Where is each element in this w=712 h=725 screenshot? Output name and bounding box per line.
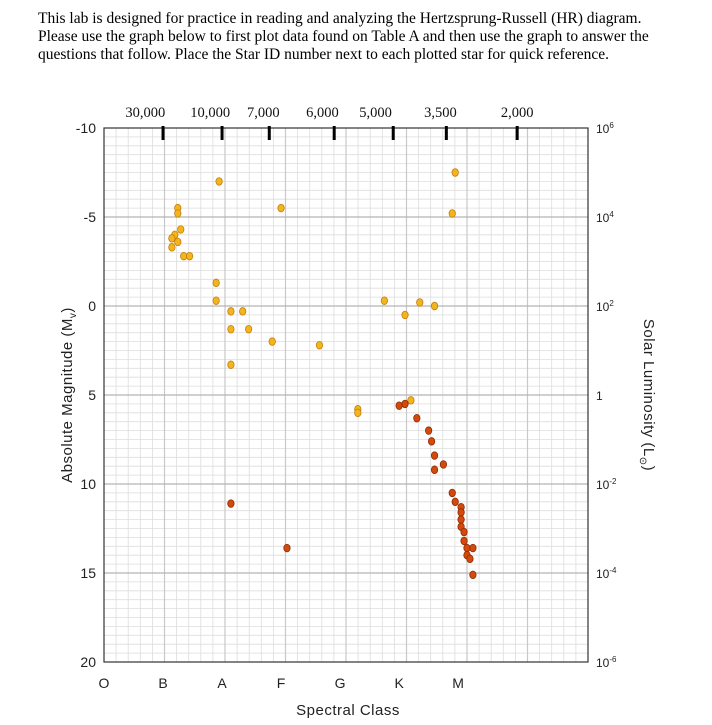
star-point-giant bbox=[185, 251, 194, 261]
chart-axes bbox=[103, 126, 589, 663]
spectral-class-label: K bbox=[394, 675, 404, 691]
star-point-giant bbox=[407, 396, 415, 405]
star-point-giant bbox=[239, 307, 247, 316]
star-point-main-sequence bbox=[448, 488, 456, 498]
star-point-giant bbox=[177, 225, 185, 234]
temperature-label: 3,500 bbox=[424, 105, 457, 121]
luminosity-label: 104 bbox=[596, 210, 614, 225]
spectral-class-label: F bbox=[277, 675, 286, 691]
star-point-main-sequence bbox=[425, 426, 433, 435]
star-point-main-sequence bbox=[395, 401, 403, 410]
star-point-main-sequence bbox=[413, 413, 421, 423]
star-point-giant bbox=[268, 337, 276, 346]
chart-points bbox=[168, 168, 477, 579]
luminosity-label: 106 bbox=[596, 121, 614, 136]
star-point-main-sequence bbox=[457, 508, 465, 517]
temperature-label: 30,000 bbox=[125, 105, 165, 121]
star-point-main-sequence bbox=[469, 570, 477, 579]
star-point-main-sequence bbox=[430, 465, 439, 474]
magnitude-tick-label: -10 bbox=[76, 120, 96, 136]
star-point-giant bbox=[180, 251, 188, 261]
star-point-main-sequence bbox=[227, 499, 235, 508]
star-point-giant bbox=[212, 296, 220, 305]
chart-labels: 30,000 10,000 7,000 6,000 5,000 3,500 2,000 -10… bbox=[59, 105, 657, 719]
star-point-giant bbox=[212, 278, 220, 288]
luminosity-label: 10-6 bbox=[596, 655, 617, 670]
star-point-giant bbox=[448, 209, 456, 218]
spectral-class-label: M bbox=[452, 675, 464, 691]
star-point-giant bbox=[215, 177, 223, 186]
magnitude-tick-label: 0 bbox=[88, 298, 96, 314]
star-point-main-sequence bbox=[463, 543, 471, 553]
y-axis-title-right: Solar Luminosity (L⊙) bbox=[637, 319, 657, 471]
temperature-label: 5,000 bbox=[359, 105, 392, 121]
chart-grid bbox=[104, 128, 588, 662]
star-point-giant bbox=[380, 296, 388, 305]
plot-frame bbox=[103, 127, 589, 663]
star-point-main-sequence bbox=[466, 554, 474, 563]
star-point-giant bbox=[227, 360, 235, 369]
star-point-giant bbox=[451, 168, 459, 177]
magnitude-tick-label: 5 bbox=[88, 387, 96, 403]
y-axis-title-left: Absolute Magnitude (Mv) bbox=[59, 307, 79, 483]
star-point-giant bbox=[354, 408, 362, 417]
magnitude-tick-label: 15 bbox=[80, 565, 96, 581]
star-point-giant bbox=[227, 324, 235, 334]
star-point-giant bbox=[174, 209, 182, 218]
star-point-giant bbox=[245, 324, 253, 334]
spectral-class-label: O bbox=[99, 675, 110, 691]
star-point-main-sequence bbox=[283, 543, 291, 553]
temperature-label: 2,000 bbox=[501, 105, 534, 121]
intro-line-3: questions that follow. Place the Star ID… bbox=[38, 46, 610, 63]
star-point-giant bbox=[168, 243, 176, 252]
magnitude-tick-label: -5 bbox=[84, 209, 97, 225]
temperature-label: 10,000 bbox=[190, 105, 230, 121]
luminosity-label: 102 bbox=[596, 299, 614, 314]
star-point-main-sequence bbox=[451, 497, 459, 506]
star-point-giant bbox=[227, 307, 235, 316]
x-axis-title: Spectral Class bbox=[296, 702, 400, 719]
star-point-giant bbox=[430, 301, 439, 311]
star-point-main-sequence bbox=[460, 536, 468, 546]
star-point-giant bbox=[277, 203, 285, 213]
star-point-main-sequence bbox=[460, 527, 468, 537]
luminosity-label: 10-2 bbox=[596, 477, 617, 492]
luminosity-label: 1 bbox=[596, 389, 603, 403]
star-point-giant bbox=[315, 340, 324, 350]
temperature-label: 7,000 bbox=[247, 105, 280, 121]
magnitude-tick-label: 10 bbox=[80, 476, 96, 492]
star-point-main-sequence bbox=[469, 543, 477, 553]
spectral-class-label: G bbox=[335, 675, 346, 691]
star-point-main-sequence bbox=[439, 460, 447, 469]
luminosity-label: 10-4 bbox=[596, 566, 617, 581]
magnitude-tick-label: 20 bbox=[80, 654, 96, 670]
star-point-giant bbox=[416, 298, 424, 307]
star-point-main-sequence bbox=[427, 437, 436, 446]
intro-line-1: This lab is designed for practice in rea… bbox=[38, 10, 642, 27]
star-point-giant bbox=[168, 234, 176, 243]
star-point-main-sequence bbox=[430, 451, 439, 460]
spectral-class-label: B bbox=[158, 675, 167, 691]
intro-text: This lab is designed for practice in rea… bbox=[38, 10, 698, 64]
star-point-main-sequence bbox=[401, 399, 409, 409]
star-point-giant bbox=[401, 310, 409, 320]
star-point-giant bbox=[174, 237, 182, 247]
spectral-class-label: A bbox=[217, 675, 227, 691]
intro-line-2: Please use the graph below to first plot… bbox=[38, 28, 649, 45]
star-point-main-sequence bbox=[457, 515, 465, 524]
temperature-label: 6,000 bbox=[306, 105, 339, 121]
